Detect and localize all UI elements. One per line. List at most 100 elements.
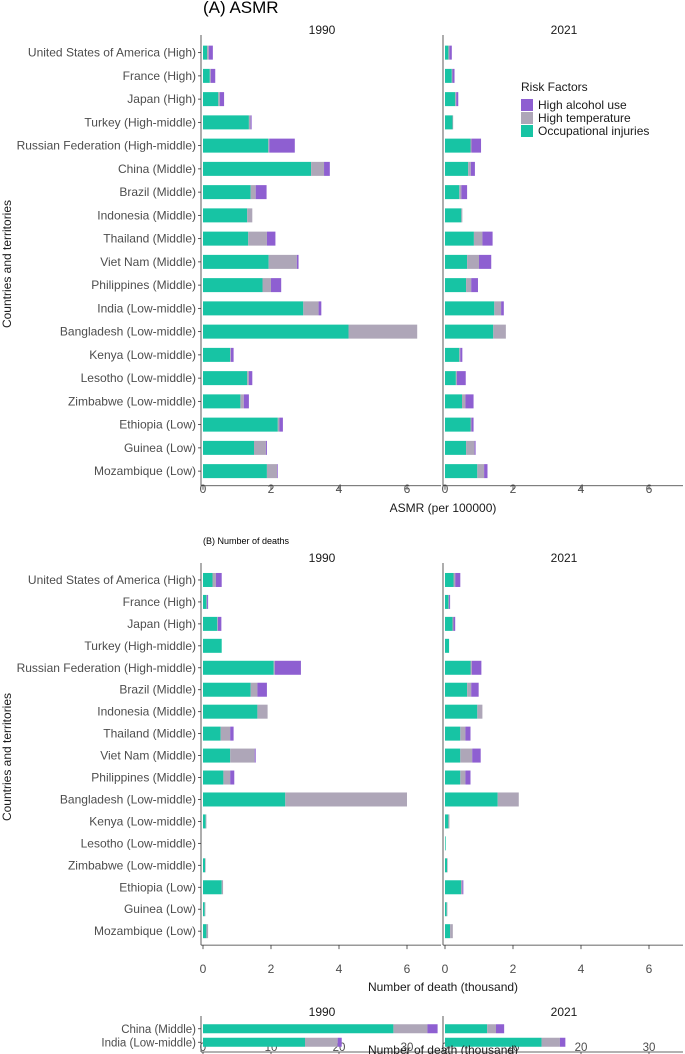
x-tick-label-b-2021-4: 4 [578,962,585,976]
y-tick-label-a-india-low-middle: India (Low-middle) [97,301,196,315]
y-tick-label-b-lesotho-low-middle: Lesotho (Low-middle) [81,836,196,850]
legend-key-occupational [521,124,533,137]
x-tick-label-a-2021-4: 4 [578,482,585,496]
bar-b2-2021-india-low-middle-occupational-injuries [445,1037,542,1047]
bar-b-1990-mozambique-low-occupational-injuries [203,924,207,939]
bar-a-1990-india-low-middle-high-temperature [303,301,319,316]
bar-a-1990-thailand-middle-occupational-injuries [203,231,249,246]
bar-a-1990-lesotho-low-middle-high-temperature [247,371,249,386]
bar-a-1990-brazil-middle-high-temperature [250,185,256,200]
y-tick-label-b-viet-nam-middle: Viet Nam (Middle) [100,749,196,763]
y-tick-label-b-bangladesh-low-middle: Bangladesh (Low-middle) [60,792,196,806]
bar-a-1990-zimbabwe-low-middle-occupational-injuries [203,394,241,409]
legend-key-temperature [521,111,533,124]
bar-a-2021-china-middle-high-alcohol-use [470,161,475,176]
bar-b-1990-zimbabwe-low-middle-occupational-injuries [203,858,206,873]
legend-item-occupational: Occupational injuries [521,124,649,138]
y-tick-label-a-united-states-of-america-high: United States of America (High) [28,46,196,60]
bar-a-2021-russian-federation-high-middle-high-alcohol-use [471,138,482,153]
bar-b-2021-france-high-occupational-injuries [445,594,449,609]
y-tick-label-b-indonesia-middle: Indonesia (Middle) [97,705,196,719]
x-tick-label-b-2021-6: 6 [646,962,653,976]
bar-b-2021-russian-federation-high-middle-high-temperature [470,660,472,675]
bar-a-2021-france-high-occupational-injuries [445,68,452,83]
bar-a-1990-guinea-low-occupational-injuries [203,440,254,455]
x-tick-label-b2-1990-0: 0 [200,1042,206,1054]
bar-b-1990-guinea-low-occupational-injuries [203,902,205,917]
bar-a-1990-ethiopia-low-high-temperature [277,417,280,432]
y-tick-label-a-brazil-middle: Brazil (Middle) [119,185,196,199]
x-axis-title-a: ASMR (per 100000) [390,501,497,515]
x-tick-label-a-2021-2: 2 [510,482,517,496]
bar-b-1990-thailand-middle-high-alcohol-use [230,726,234,741]
bar-a-1990-kenya-low-middle-occupational-injuries [203,347,231,362]
bar-a-1990-france-high-occupational-injuries [203,68,210,83]
bar-b2-1990-china-middle-high-temperature [393,1024,428,1034]
y-tick-label-b-japan-high: Japan (High) [127,617,196,631]
bar-b-2021-viet-nam-middle-high-temperature [460,748,473,763]
y-tick-label-b-turkey-high-middle: Turkey (High-middle) [84,639,196,653]
bar-a-2021-india-low-middle-high-alcohol-use [501,301,504,316]
x-tick-label-b-1990-0: 0 [200,962,207,976]
bar-b2-1990-china-middle-occupational-injuries [203,1024,394,1034]
bar-a-1990-lesotho-low-middle-occupational-injuries [203,371,248,386]
bar-a-2021-guinea-low-high-alcohol-use [474,440,476,455]
bar-b-2021-ethiopia-low-occupational-injuries [445,880,461,895]
bar-b-1990-thailand-middle-high-temperature [220,726,231,741]
bar-b-2021-kenya-low-middle-occupational-injuries [445,814,449,829]
bar-b-2021-thailand-middle-occupational-injuries [445,726,461,741]
bar-a-1990-united-states-of-america-high-high-alcohol-use [208,45,213,60]
y-tick-label-b-kenya-low-middle: Kenya (Low-middle) [89,814,196,828]
bar-a-1990-zimbabwe-low-middle-high-temperature [240,394,244,409]
x-tick-label-b-2021-2: 2 [510,962,517,976]
x-tick-label-b-1990-6: 6 [404,962,411,976]
bar-b-2021-indonesia-middle-high-temperature [477,704,483,719]
bar-b-2021-zimbabwe-low-middle-high-temperature [447,858,448,873]
bar-a-2021-france-high-high-temperature [451,68,453,83]
bar-b2-2021-china-middle-high-temperature [487,1024,496,1034]
y-tick-label-b-united-states-of-america-high: United States of America (High) [28,573,196,587]
bar-a-2021-zimbabwe-low-middle-occupational-injuries [445,394,462,409]
bar-a-2021-france-high-high-alcohol-use [452,68,455,83]
bar-b-1990-philippines-middle-high-alcohol-use [230,770,235,785]
bar-b-2021-brazil-middle-occupational-injuries [445,682,468,697]
bar-a-1990-ethiopia-low-high-alcohol-use [279,417,283,432]
x-tick-label-b2-2021-0: 0 [442,1042,448,1054]
x-tick-label-b-1990-4: 4 [336,962,343,976]
legend-label-temperature: High temperature [538,110,631,125]
bar-a-1990-viet-nam-middle-high-alcohol-use [296,254,299,269]
bar-b-1990-turkey-high-middle-occupational-injuries [203,638,222,653]
legend-item-alcohol: High alcohol use [521,98,649,112]
bar-b-2021-france-high-high-temperature [448,594,450,609]
bar-a-1990-russian-federation-high-middle-occupational-injuries [203,138,269,153]
bar-a-1990-indonesia-middle-high-temperature [247,208,253,223]
x-tick-label-a-2021-6: 6 [646,482,653,496]
bar-a-1990-brazil-middle-high-alcohol-use [255,185,267,200]
bar-a-1990-france-high-high-temperature [209,68,211,83]
bar-b-2021-kenya-low-middle-high-temperature [448,814,450,829]
bar-a-1990-japan-high-occupational-injuries [203,92,219,107]
bar-a-1990-lesotho-low-middle-high-alcohol-use [248,371,253,386]
bar-a-1990-kenya-low-middle-high-temperature [230,347,231,362]
bar-a-2021-thailand-middle-high-alcohol-use [482,231,493,246]
bar-a-1990-china-middle-occupational-injuries [203,161,312,176]
bar-b-1990-brazil-middle-occupational-injuries [203,682,251,697]
x-tick-label-b-2021-0: 0 [442,962,449,976]
x-tick-label-b2-2021-20: 20 [575,1042,588,1054]
bar-b2-2021-india-low-middle-high-temperature [541,1037,560,1047]
bar-b-1990-zimbabwe-low-middle-high-temperature [205,858,206,873]
y-tick-label-b2-china-middle: China (Middle) [121,1024,196,1036]
bar-b-2021-united-states-of-america-high-occupational-injuries [445,572,454,587]
bar-b-1990-philippines-middle-high-temperature [223,770,231,785]
bar-b-1990-thailand-middle-occupational-injuries [203,726,221,741]
bar-b-1990-ethiopia-low-occupational-injuries [203,880,222,895]
bar-a-2021-china-middle-high-temperature [468,161,471,176]
legend-key-alcohol [521,98,533,111]
bar-b-2021-bangladesh-low-middle-high-temperature [497,792,519,807]
bar-a-2021-brazil-middle-high-alcohol-use [461,185,468,200]
y-tick-label-b-zimbabwe-low-middle: Zimbabwe (Low-middle) [68,858,196,872]
bar-a-1990-turkey-high-middle-occupational-injuries [203,115,249,130]
bar-b-2021-japan-high-occupational-injuries [445,616,453,631]
y-tick-label-a-thailand-middle: Thailand (Middle) [103,232,196,246]
bar-b-2021-indonesia-middle-occupational-injuries [445,704,478,719]
